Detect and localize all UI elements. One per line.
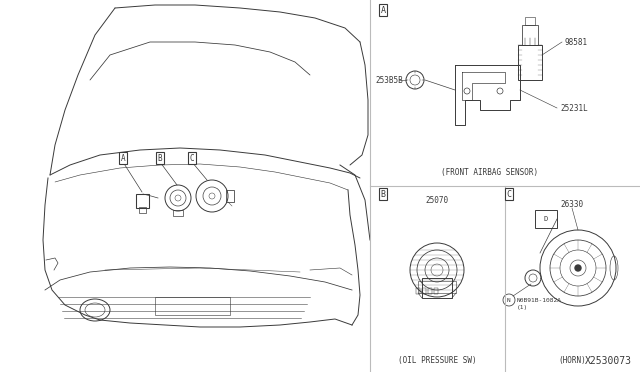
Text: C: C <box>506 189 511 199</box>
Bar <box>173 210 183 216</box>
Text: (OIL PRESSURE SW): (OIL PRESSURE SW) <box>397 356 476 365</box>
Bar <box>518 45 542 80</box>
Text: C: C <box>189 154 195 163</box>
Text: A: A <box>381 6 385 15</box>
Text: 25070: 25070 <box>426 196 449 205</box>
Bar <box>422 288 426 294</box>
Text: 25231L: 25231L <box>560 103 588 112</box>
Bar <box>428 288 432 294</box>
Circle shape <box>575 265 581 271</box>
Text: N0B91B-1082A: N0B91B-1082A <box>517 298 562 302</box>
Bar <box>136 194 149 208</box>
Bar <box>418 281 456 293</box>
Bar <box>226 190 234 202</box>
Text: 98581: 98581 <box>565 38 588 46</box>
Text: (FRONT AIRBAG SENSOR): (FRONT AIRBAG SENSOR) <box>442 167 539 176</box>
Bar <box>422 278 452 298</box>
Bar <box>522 25 538 45</box>
Bar <box>416 288 420 294</box>
Bar <box>434 288 438 294</box>
Text: A: A <box>121 154 125 163</box>
Text: 253B5B: 253B5B <box>375 76 403 84</box>
Bar <box>139 207 146 213</box>
Bar <box>155 297 230 315</box>
Text: D: D <box>544 216 548 222</box>
Text: (1): (1) <box>517 305 528 311</box>
Text: (HORN): (HORN) <box>558 356 586 365</box>
Text: B: B <box>157 154 163 163</box>
Bar <box>525 17 535 25</box>
Text: X2530073: X2530073 <box>585 356 632 366</box>
Text: 26330: 26330 <box>561 199 584 208</box>
Text: N: N <box>507 298 511 302</box>
Bar <box>535 210 557 228</box>
Text: B: B <box>381 189 385 199</box>
